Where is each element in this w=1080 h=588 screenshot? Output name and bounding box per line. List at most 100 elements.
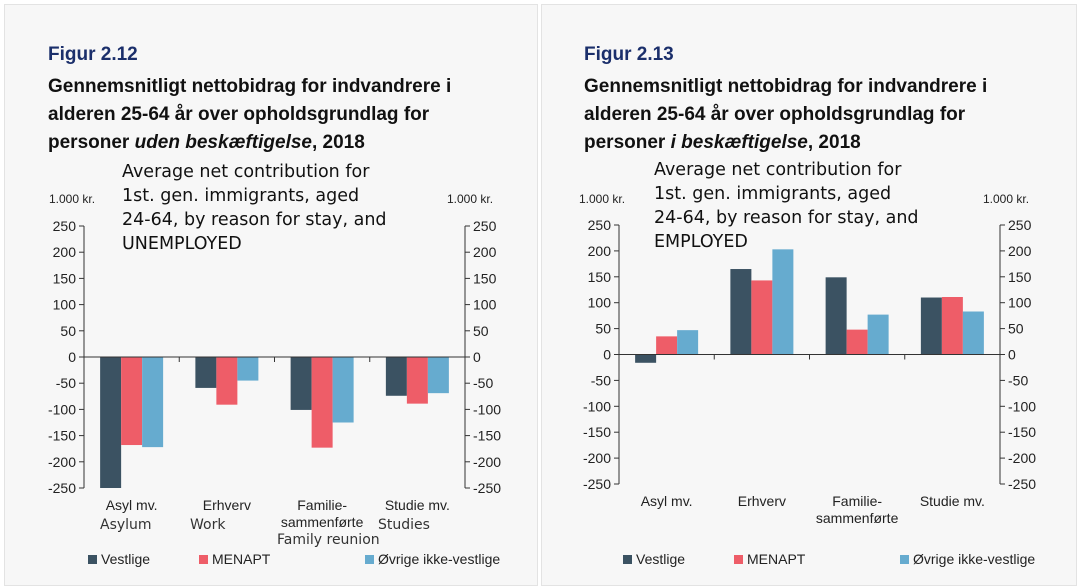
y-tick-label-left: -50 — [56, 375, 76, 391]
y-tick-label-left: 200 — [588, 243, 612, 259]
y-tick-label-right: 0 — [1008, 347, 1016, 363]
title-line: Gennemsnitligt nettobidrag for indvandre… — [48, 76, 452, 97]
y-tick-label-right: -250 — [473, 480, 501, 496]
y-tick-label-right: 100 — [1008, 295, 1032, 311]
annotation-line: 1st. gen. immigrants, aged — [654, 184, 892, 204]
y-tick-label-right: -50 — [1008, 372, 1028, 388]
category-translation: Studies — [378, 517, 430, 533]
y-tick-label-left: 50 — [60, 323, 76, 339]
chart-title: Gennemsnitligt nettobidrag for indvandre… — [584, 73, 1054, 157]
legend-swatch — [88, 554, 97, 564]
y-tick-label-left: -150 — [583, 424, 611, 440]
y-tick-label-left: -250 — [48, 480, 76, 496]
category-label: Studie mv. — [902, 493, 1002, 510]
legend-item: MENAPT — [734, 551, 805, 567]
title-line: personer i beskæftigelse, 2018 — [584, 132, 861, 153]
bar-menapt-1 — [751, 280, 773, 355]
bar--vrige-ikke-vestlige-0 — [677, 330, 699, 355]
bar-menapt-1 — [216, 357, 238, 405]
title-line: Gennemsnitligt nettobidrag for indvandre… — [584, 76, 988, 97]
y-tick-label-right: -100 — [1008, 398, 1036, 414]
bar--vrige-ikke-vestlige-3 — [427, 357, 449, 394]
y-tick-label-right: 250 — [473, 218, 497, 234]
category-label: Asyl mv. — [617, 493, 717, 510]
category-label: Familie-sammenførte — [272, 497, 372, 531]
category-translation: Asylum — [100, 517, 152, 533]
y-axis-unit-right: 1.000 kr. — [983, 192, 1030, 206]
bar-vestlige-2 — [825, 277, 847, 355]
bar-menapt-3 — [406, 357, 428, 404]
bar-vestlige-3 — [920, 297, 942, 355]
bar-vestlige-0 — [100, 357, 122, 488]
legend-swatch — [623, 554, 632, 564]
category-translation: Work — [190, 517, 226, 533]
y-tick-label-left: -100 — [48, 401, 76, 417]
bar--vrige-ikke-vestlige-1 — [772, 249, 794, 355]
bar-menapt-3 — [941, 297, 963, 355]
bar-menapt-0 — [121, 357, 143, 446]
bar-vestlige-1 — [195, 357, 217, 388]
legend-swatch — [900, 554, 909, 564]
y-tick-label-left: 250 — [53, 218, 77, 234]
legend-label: Øvrige ikke-vestlige — [378, 551, 501, 567]
annotation-line: EMPLOYED — [654, 232, 748, 252]
category-label-line: Erhverv — [202, 497, 251, 513]
annotation-line: 24-64, by reason for stay, and — [122, 210, 387, 230]
bar-vestlige-2 — [290, 357, 312, 410]
bar--vrige-ikke-vestlige-0 — [142, 357, 164, 448]
y-tick-label-right: 50 — [1008, 321, 1024, 337]
y-tick-label-left: -200 — [583, 450, 611, 466]
y-axis-unit-left: 1.000 kr. — [579, 192, 626, 206]
bar-menapt-2 — [311, 357, 333, 448]
y-tick-label-right: 100 — [473, 297, 497, 313]
y-tick-label-right: -250 — [1008, 476, 1036, 492]
legend-item: Vestlige — [88, 551, 150, 567]
category-label-line: Studie mv. — [919, 493, 985, 509]
legend-swatch — [365, 554, 374, 564]
bar--vrige-ikke-vestlige-2 — [867, 314, 889, 355]
chart-title: Gennemsnitligt nettobidrag for indvandre… — [48, 73, 518, 157]
y-tick-label-left: 150 — [53, 270, 77, 286]
annotation-line: 24-64, by reason for stay, and — [654, 208, 919, 228]
legend-label: Vestlige — [636, 551, 686, 567]
category-label: Erhverv — [177, 497, 277, 514]
y-tick-label-left: -250 — [583, 476, 611, 492]
figure-label: Figur 2.13 — [584, 44, 674, 65]
y-tick-label-right: -200 — [473, 454, 501, 470]
legend-item: Øvrige ikke-vestlige — [365, 551, 500, 567]
title-line: alderen 25-64 år over opholdsgrundlag fo… — [584, 104, 966, 125]
bar-vestlige-0 — [635, 354, 657, 363]
category-label-line: Erhverv — [737, 493, 786, 509]
category-label-line: Studie mv. — [384, 497, 450, 513]
bar--vrige-ikke-vestlige-2 — [332, 357, 354, 423]
figure-2-12-panel — [4, 4, 538, 586]
y-tick-label-left: -150 — [48, 428, 76, 444]
legend-label: Vestlige — [101, 551, 151, 567]
y-tick-label-right: -200 — [1008, 450, 1036, 466]
category-label: Familie-sammenførte — [807, 493, 907, 527]
legend-label: Øvrige ikke-vestlige — [913, 551, 1036, 567]
legend-item: MENAPT — [199, 551, 270, 567]
category-label-line: sammenførte — [280, 514, 364, 530]
figure-label: Figur 2.12 — [48, 44, 138, 65]
y-tick-label-right: 50 — [473, 323, 489, 339]
legend-swatch — [734, 554, 743, 564]
y-tick-label-right: 0 — [473, 349, 481, 365]
english-annotation: Average net contribution for 1st. gen. i… — [122, 160, 442, 256]
y-tick-label-right: 200 — [473, 244, 497, 260]
y-tick-label-right: -50 — [473, 375, 493, 391]
annotation-line: 1st. gen. immigrants, aged — [122, 186, 360, 206]
y-tick-label-left: 150 — [588, 269, 612, 285]
y-tick-label-left: 100 — [53, 297, 77, 313]
legend-label: MENAPT — [747, 551, 806, 567]
legend-swatch — [199, 554, 208, 564]
bar--vrige-ikke-vestlige-3 — [962, 311, 984, 355]
y-tick-label-left: 0 — [68, 349, 76, 365]
bar-vestlige-1 — [730, 269, 752, 355]
y-axis-unit-right: 1.000 kr. — [447, 192, 494, 206]
y-tick-label-right: -150 — [1008, 424, 1036, 440]
y-tick-label-right: 150 — [473, 270, 497, 286]
legend-item: Vestlige — [623, 551, 685, 567]
english-annotation: Average net contribution for 1st. gen. i… — [654, 158, 974, 254]
